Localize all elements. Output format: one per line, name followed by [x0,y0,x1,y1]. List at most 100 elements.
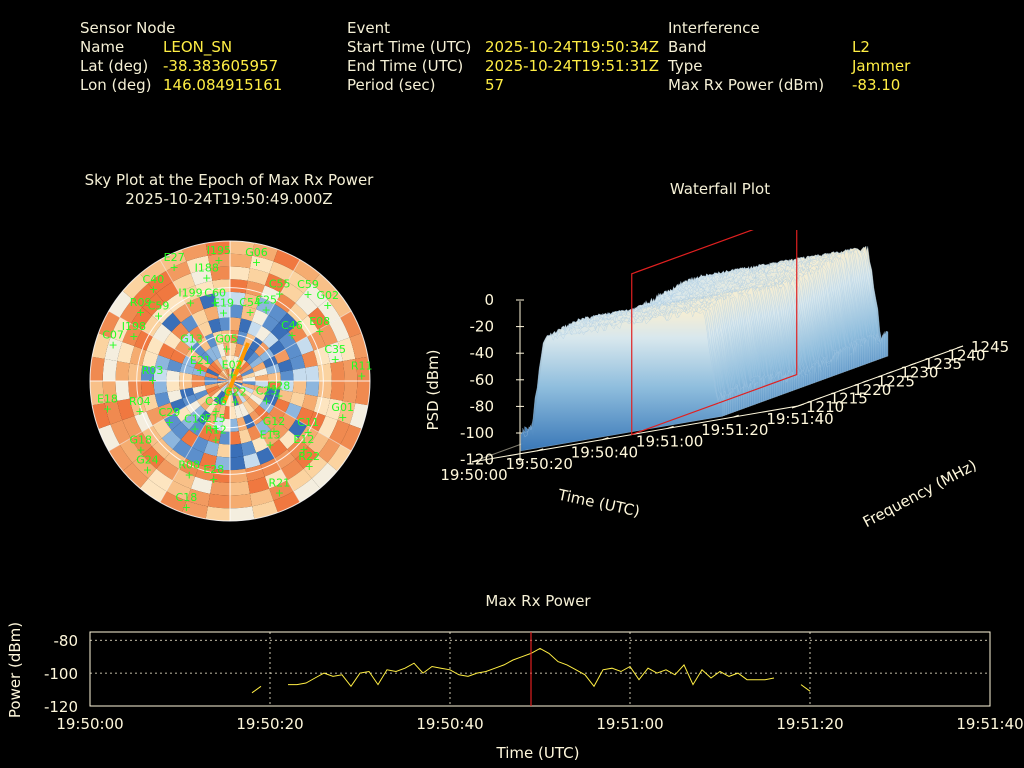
satellite-label: C07 [102,328,124,341]
satellite-plus: + [136,443,145,456]
skyplot-cell [230,279,248,294]
skyplot-cell [196,393,211,406]
skyplot-cell [230,468,248,483]
skyplot-cell [252,389,266,401]
interference-band-label: Band [668,38,707,56]
satellite-plus: + [103,403,112,416]
skyplot-cell [174,406,192,422]
skyplot-cell [327,291,352,318]
skyplot-cell [277,359,293,373]
skyplot-cell [307,307,330,331]
satellite-plus: + [287,329,296,342]
skyplot-cell [208,428,222,444]
waterfall-time-tick-label: 19:50:20 [506,455,573,473]
skyplot-cell [167,359,183,373]
skyplot-cell [261,314,280,333]
satellite-label: G22 [224,386,247,399]
skyplot-cell [204,383,219,390]
skyplot-cell [245,464,265,482]
satellite-marker: +C54 [239,296,261,319]
event-end-label: End Time (UTC) [347,57,464,75]
satellite-marker: +C59 [148,300,170,323]
skyplot-cell [146,407,164,426]
skyplot-cell [255,374,269,381]
skyplot-cell [242,376,256,381]
interference-band-value: L2 [852,38,870,56]
skyplot-cell [161,312,181,332]
skyplot-cell [152,419,172,439]
skyplot-cell [288,419,308,439]
satellite-marker: +E28 [203,463,224,486]
satellite-label: C46 [281,319,303,332]
skyplot-cell [163,412,182,431]
skyplot-cell [223,342,230,356]
skyplot-cell [268,303,288,323]
skyplot-cell [330,381,345,401]
waterfall-freq-tick [862,379,869,383]
waterfall-freq-tick [838,388,846,392]
satellite-label: E08 [309,315,330,328]
skyplot-cell [180,429,199,448]
skyplot-cell [218,317,230,331]
skyplot-cell [115,381,130,401]
satellite-marker: +G06 [245,246,268,269]
skyplot-azimuth-spoke [252,259,301,341]
skyplot-cell [311,273,338,300]
satellite-label: R12 [205,424,227,437]
skyplot-cell [274,292,296,313]
skyplot-cell [317,381,332,399]
jammer-direction-arrow [222,342,250,404]
power-chart-ytick-label: -120 [44,698,78,716]
event-period-label: Period (sec) [347,76,436,94]
skyplot-azimuth-spoke [270,403,352,452]
satellite-plus: + [315,325,324,338]
skyplot-cell [218,372,230,381]
skyplot-cell [142,446,165,469]
satellite-plus: + [187,343,196,356]
skyplot-cell [212,330,224,346]
satellite-label: R08 [178,458,200,471]
satellite-marker: +C35 [324,343,346,366]
skyplot-cell [216,343,226,358]
skyplot-cell [197,336,211,352]
skyplot-cell [225,381,230,394]
satellite-plus: + [338,411,347,424]
satellite-marker: +E08 [309,315,330,338]
skyplot-cell [238,428,252,444]
skyplot-cell [221,330,230,344]
waterfall-freq-tick-label: 1245 [971,338,1009,356]
satellite-marker: +R12 [205,424,227,447]
satellite-marker: +C23 [256,384,278,407]
skyplot-cell [205,347,218,362]
skyplot-cell [230,241,255,256]
waterfall-freq-tick [886,371,893,375]
power-chart-ytick-label: -80 [54,632,79,650]
skyplot-cell [265,363,281,375]
skyplot-cell [206,368,219,377]
skyplot-cell [172,469,196,489]
sensor-name-value: LEON_SN [163,38,233,56]
skyplot-cell [305,381,320,397]
skyplot-cell [119,299,143,324]
skyplot-cell [129,346,147,366]
skyplot-cell [230,393,235,407]
satellite-label: C59 [297,278,319,291]
waterfall-freq-tick [933,354,940,358]
skyplot-cell [130,431,153,455]
satellite-label: E19 [213,297,234,310]
waterfall-time-tick-label: 19:51:20 [701,421,768,439]
satellite-plus: + [149,283,158,296]
skyplot-cell [301,394,318,412]
sensor-lon-value: 146.084915161 [163,76,283,94]
skyplot-cell [236,390,247,404]
skyplot-cell [329,317,350,342]
satellite-marker: +C25 [255,293,277,316]
skyplot-cell [90,356,105,381]
skyplot-cell [221,381,230,393]
skyplot-cell [186,488,211,507]
waterfall-time-tick-label: 19:51:40 [766,410,833,428]
interference-type-label: Type [668,57,703,75]
skyplot-epoch: 2025-10-24T19:50:49.000Z [125,190,333,208]
satellite-label: C10 [184,413,206,426]
